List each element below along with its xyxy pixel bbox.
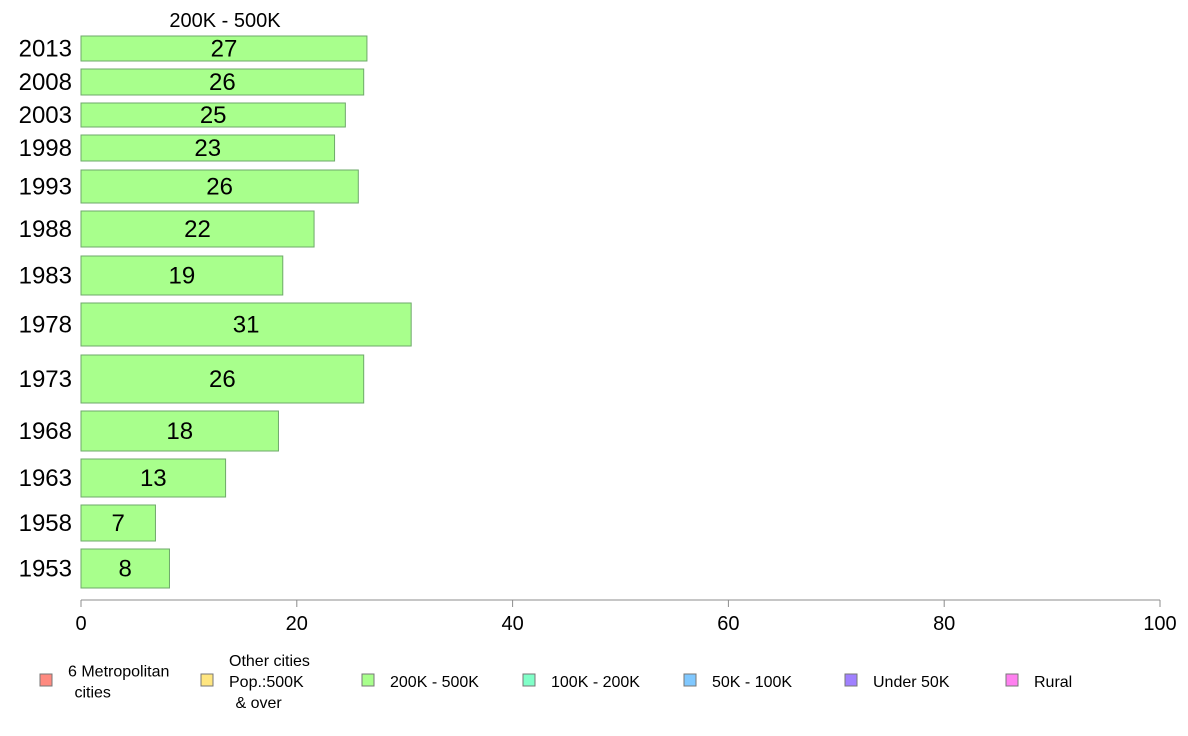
category-label-1978: 1978 xyxy=(19,312,72,339)
category-label-1968: 1968 xyxy=(19,418,72,445)
bar-2013 xyxy=(80,35,368,62)
legend-label: Other cities Pop.:500K & over xyxy=(229,653,310,712)
bar-value-label: 22 xyxy=(184,216,211,243)
x-tick-label: 60 xyxy=(717,613,739,635)
bar-1998 xyxy=(80,134,336,162)
legend-swatch xyxy=(200,673,214,687)
legend-item: 6 Metropolitan cities xyxy=(39,664,169,702)
bar-value-label: 26 xyxy=(209,69,236,96)
x-tick-label: 20 xyxy=(286,613,308,635)
bar-2008 xyxy=(80,68,365,96)
bar-1953 xyxy=(80,548,170,589)
category-label-2003: 2003 xyxy=(19,102,72,129)
category-label-1983: 1983 xyxy=(19,263,72,290)
bar-value-label: 26 xyxy=(206,174,233,201)
x-tick-label: 80 xyxy=(933,613,955,635)
bar-value-label: 19 xyxy=(169,263,196,290)
bar-value-label: 13 xyxy=(140,465,167,492)
legend-label: 6 Metropolitan cities xyxy=(68,664,169,702)
bar-1968 xyxy=(80,410,279,452)
bar-value-label: 25 xyxy=(200,102,227,129)
legend-item: 100K - 200K xyxy=(522,673,640,691)
legend-item: 50K - 100K xyxy=(683,673,792,691)
legend-label: 50K - 100K xyxy=(712,674,792,691)
bar-value-label: 27 xyxy=(211,36,238,63)
legend-label: 200K - 500K xyxy=(390,674,479,691)
bar-1963 xyxy=(80,458,227,498)
legend-swatch xyxy=(522,673,536,687)
legend-item: 200K - 500K xyxy=(361,673,479,691)
category-label-1958: 1958 xyxy=(19,510,72,537)
chart-title: 200K - 500K xyxy=(169,10,281,32)
category-label-1988: 1988 xyxy=(19,216,72,243)
bar-1983 xyxy=(80,255,284,296)
legend-label: 100K - 200K xyxy=(551,674,640,691)
bar-value-label: 7 xyxy=(112,510,125,537)
legend-label: Under 50K xyxy=(873,674,950,691)
category-label-1993: 1993 xyxy=(19,174,72,201)
x-tick-label: 0 xyxy=(75,613,86,635)
bar-value-label: 23 xyxy=(194,135,221,162)
category-label-1973: 1973 xyxy=(19,366,72,393)
category-label-2013: 2013 xyxy=(19,36,72,63)
bar-2003 xyxy=(80,102,346,128)
bar-value-label: 26 xyxy=(209,366,236,393)
category-label-1953: 1953 xyxy=(19,556,72,583)
x-tick-label: 40 xyxy=(501,613,523,635)
legend-swatch xyxy=(361,673,375,687)
legend-swatch xyxy=(844,673,858,687)
bar-1993 xyxy=(80,169,359,204)
legend-swatch xyxy=(1005,673,1019,687)
legend-item: Other cities Pop.:500K & over xyxy=(200,653,310,712)
bar-value-label: 31 xyxy=(233,312,260,339)
legend-swatch xyxy=(39,673,53,687)
category-label-1963: 1963 xyxy=(19,465,72,492)
bar-1973 xyxy=(80,354,365,404)
category-label-2008: 2008 xyxy=(19,69,72,96)
bar-1958 xyxy=(80,504,156,542)
legend-swatch xyxy=(683,673,697,687)
bar-value-label: 18 xyxy=(166,418,193,445)
legend-item: Under 50K xyxy=(844,673,950,691)
bar-1978 xyxy=(80,302,412,347)
bar-1988 xyxy=(80,210,315,248)
bar-value-label: 8 xyxy=(119,556,132,583)
legend-item: Rural xyxy=(1005,673,1072,691)
category-label-1998: 1998 xyxy=(19,135,72,162)
legend-label: Rural xyxy=(1034,674,1072,691)
x-tick-label: 100 xyxy=(1143,613,1176,635)
